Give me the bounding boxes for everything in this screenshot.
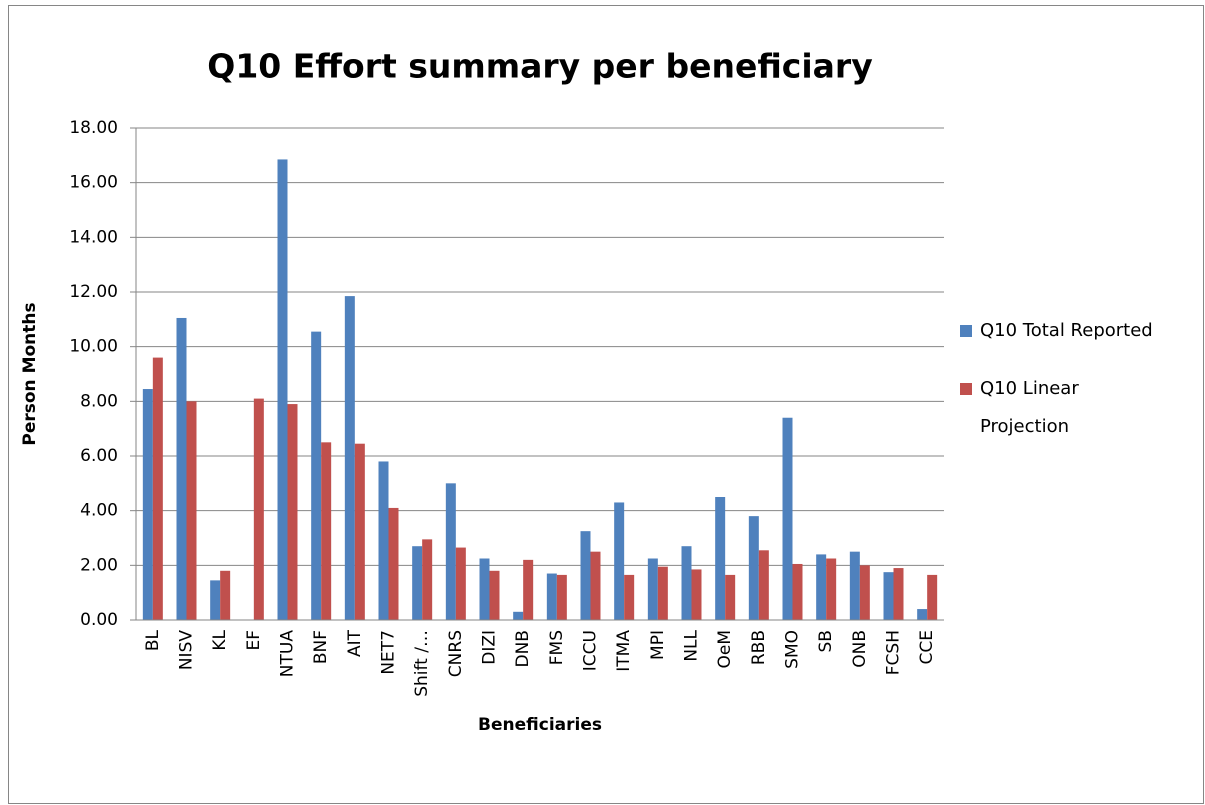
bar [859, 565, 870, 620]
x-tick-label: FCSH [884, 630, 904, 675]
x-tick-label: NTUA [278, 630, 298, 678]
bar [321, 442, 332, 620]
bar [546, 573, 557, 620]
y-tick-label: 14.00 [69, 227, 118, 247]
bar [614, 502, 625, 620]
bar [152, 357, 163, 620]
bar [657, 566, 668, 620]
bar [758, 550, 769, 620]
bar [220, 570, 231, 620]
bar [816, 554, 827, 620]
bar [792, 563, 803, 620]
legend-entry: Q10 Total Reported [960, 312, 1180, 350]
bar [725, 574, 736, 620]
bar [849, 551, 860, 620]
x-tick-label: RBB [749, 630, 769, 665]
bar [647, 558, 658, 620]
x-tick-label: ITMA [614, 630, 634, 672]
x-tick-label: SMO [783, 630, 803, 669]
bar [311, 331, 322, 620]
x-tick-label: SB [816, 630, 836, 652]
x-tick-label: EF [244, 630, 264, 651]
x-tick-label: BL [143, 629, 163, 651]
y-tick-label: 18.00 [69, 118, 118, 138]
bar [186, 401, 197, 620]
bar [590, 551, 601, 620]
bar [556, 574, 567, 620]
bar [917, 609, 928, 620]
y-tick-label: 10.00 [69, 337, 118, 357]
bar [927, 574, 938, 620]
x-tick-label: Shift /… [412, 630, 432, 697]
bar [513, 611, 524, 620]
y-tick-label: 6.00 [80, 446, 118, 466]
x-tick-label: OeM [715, 630, 735, 669]
y-tick-label: 8.00 [80, 391, 118, 411]
y-tick-label: 4.00 [80, 501, 118, 521]
x-tick-label: NISV [177, 630, 197, 671]
x-tick-label: NET7 [379, 630, 399, 675]
bar [479, 558, 490, 620]
y-tick-label: 12.00 [69, 282, 118, 302]
y-tick-label: 16.00 [69, 173, 118, 193]
y-axis-title: Person Months [20, 302, 40, 445]
bar [210, 580, 221, 620]
x-tick-label: NLL [682, 629, 702, 661]
bar [681, 546, 692, 620]
bar [826, 558, 837, 620]
x-tick-label: ONB [850, 630, 870, 668]
bar [412, 546, 423, 620]
x-tick-label: DNB [513, 630, 533, 667]
x-axis-title: Beneficiaries [478, 715, 602, 735]
bar [580, 531, 591, 620]
bar [388, 507, 399, 620]
bar [344, 296, 355, 620]
x-tick-label: FMS [547, 630, 567, 665]
x-tick-label: AIT [345, 629, 365, 657]
bar [691, 569, 702, 620]
legend-label: Q10 Linear Projection [980, 378, 1079, 437]
y-tick-label: 0.00 [80, 610, 118, 630]
x-tick-label: ICCU [581, 630, 601, 671]
x-tick-label: DIZI [480, 630, 500, 665]
chart-border [8, 5, 1204, 804]
bar [422, 539, 433, 620]
bar [523, 559, 534, 620]
legend-swatch [960, 383, 972, 395]
legend-swatch [960, 325, 972, 337]
bar [883, 572, 894, 620]
bar [142, 389, 153, 620]
bar [489, 570, 500, 620]
bar [277, 159, 288, 620]
x-tick-label: CNRS [446, 630, 466, 677]
bar [624, 574, 635, 620]
x-tick-label: BNF [311, 630, 331, 664]
legend-label: Q10 Total Reported [980, 320, 1153, 341]
bar [715, 497, 726, 620]
x-tick-label: KL [210, 629, 230, 650]
bar [455, 547, 466, 620]
bar [748, 516, 759, 620]
chart-title: Q10 Effort summary per beneficiary [207, 47, 872, 86]
bar [176, 317, 187, 620]
bar [445, 483, 456, 620]
bar [354, 443, 365, 620]
x-tick-label: CCE [917, 630, 937, 664]
legend-entry: Q10 Linear Projection [960, 370, 1100, 446]
bar [893, 568, 904, 620]
bar [378, 461, 389, 620]
bar [253, 398, 264, 620]
bar [782, 417, 793, 620]
y-tick-label: 2.00 [80, 555, 118, 575]
bar [287, 404, 298, 620]
x-tick-label: MPI [648, 630, 668, 660]
